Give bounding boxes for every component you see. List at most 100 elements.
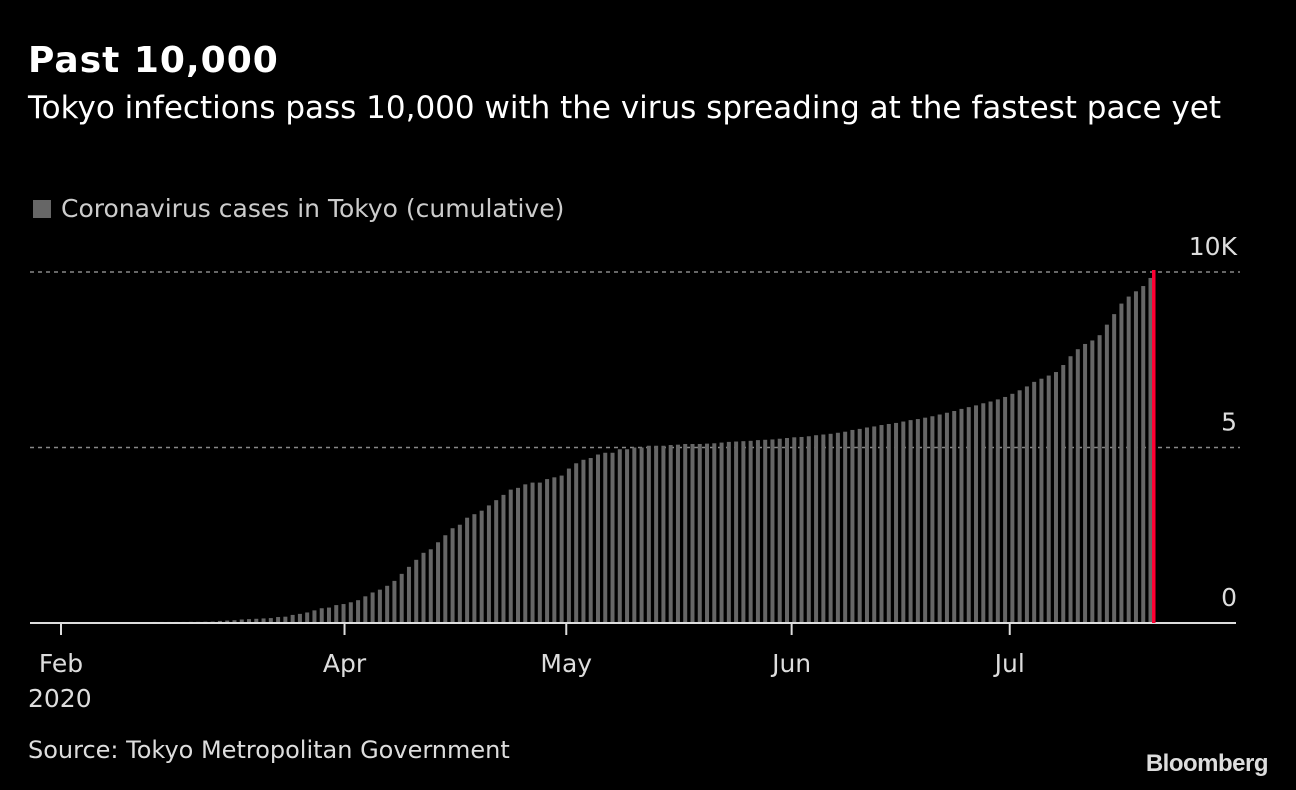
bar: [290, 614, 295, 623]
bar: [559, 475, 564, 623]
bar: [457, 524, 462, 623]
bar: [530, 482, 535, 623]
bar: [661, 445, 666, 623]
bar: [959, 408, 964, 623]
bar: [617, 449, 622, 623]
bar: [675, 444, 680, 623]
bar: [385, 585, 390, 623]
bar: [872, 426, 877, 623]
bar: [748, 440, 753, 623]
bar: [697, 443, 702, 623]
bar: [632, 447, 637, 623]
bar: [348, 602, 353, 623]
source-note: Source: Tokyo Metropolitan Government: [28, 736, 510, 764]
bar: [566, 468, 571, 623]
bar: [901, 421, 906, 623]
x-axis-year: 2020: [28, 684, 92, 713]
bar: [937, 414, 942, 623]
bar: [843, 431, 848, 623]
bar: [705, 443, 710, 623]
bar: [646, 445, 651, 623]
bar: [326, 607, 331, 623]
bar: [305, 612, 310, 623]
bar: [850, 429, 855, 623]
bar: [1017, 390, 1022, 623]
bar: [392, 580, 397, 623]
bar: [508, 489, 513, 623]
bar: [574, 463, 579, 623]
bar: [712, 443, 717, 623]
bar: [276, 617, 281, 623]
bar: [377, 589, 382, 623]
bar: [1003, 396, 1008, 623]
bar: [1068, 356, 1073, 623]
bar: [1075, 349, 1080, 623]
bar: [516, 487, 521, 623]
bar: [1053, 372, 1058, 623]
bar: [995, 399, 1000, 623]
bar: [239, 619, 244, 623]
bar: [254, 618, 259, 623]
bar: [944, 412, 949, 623]
chart-title: Past 10,000: [28, 40, 279, 81]
bar: [915, 419, 920, 623]
y-tick-label: 5: [1221, 408, 1237, 437]
bar: [974, 405, 979, 623]
bar: [1010, 393, 1015, 623]
legend-swatch: [33, 199, 51, 218]
bar: [501, 494, 506, 623]
bar: [465, 517, 470, 623]
bar: [930, 416, 935, 623]
bar: [741, 441, 746, 623]
bar: [1083, 343, 1088, 623]
bar: [588, 458, 593, 623]
bar: [312, 610, 317, 623]
bar: [610, 452, 615, 623]
bar: [486, 505, 491, 623]
bar: [494, 500, 499, 623]
bar: [894, 422, 899, 623]
bar: [814, 435, 819, 623]
bar: [406, 566, 411, 623]
bar: [988, 401, 993, 623]
bar: [886, 423, 891, 623]
bar: [777, 438, 782, 623]
bar: [1097, 335, 1102, 623]
x-tick-label: Jul: [993, 649, 1025, 678]
bar: [1112, 314, 1117, 623]
bar: [806, 436, 811, 623]
bar: [472, 514, 477, 623]
bar: [363, 596, 368, 623]
bar: [450, 528, 455, 623]
bar: [966, 407, 971, 623]
bar: [1061, 365, 1066, 623]
bar: [479, 510, 484, 623]
bar: [545, 479, 550, 623]
bar: [792, 437, 797, 623]
bar: [879, 425, 884, 623]
x-tick-label: Jun: [770, 649, 811, 678]
bar: [1032, 381, 1037, 623]
bar: [370, 592, 375, 623]
bar: [603, 452, 608, 623]
bar: [523, 484, 528, 623]
x-tick-label: Apr: [323, 649, 367, 678]
bar: [356, 600, 361, 623]
bar: [864, 427, 869, 623]
bar: [1039, 378, 1044, 623]
bar: [668, 445, 673, 623]
bar: [654, 445, 659, 623]
bar: [1133, 291, 1138, 623]
x-tick-label: May: [540, 649, 592, 678]
bar: [334, 605, 339, 623]
bar: [283, 616, 288, 623]
bar: [443, 535, 448, 623]
bar: [1141, 286, 1146, 623]
bar: [734, 441, 739, 623]
bar: [726, 441, 731, 623]
bar: [799, 436, 804, 623]
legend: Coronavirus cases in Tokyo (cumulative): [33, 194, 564, 223]
y-tick-label: 0: [1221, 583, 1237, 612]
bar: [268, 618, 273, 623]
bar: [835, 432, 840, 623]
